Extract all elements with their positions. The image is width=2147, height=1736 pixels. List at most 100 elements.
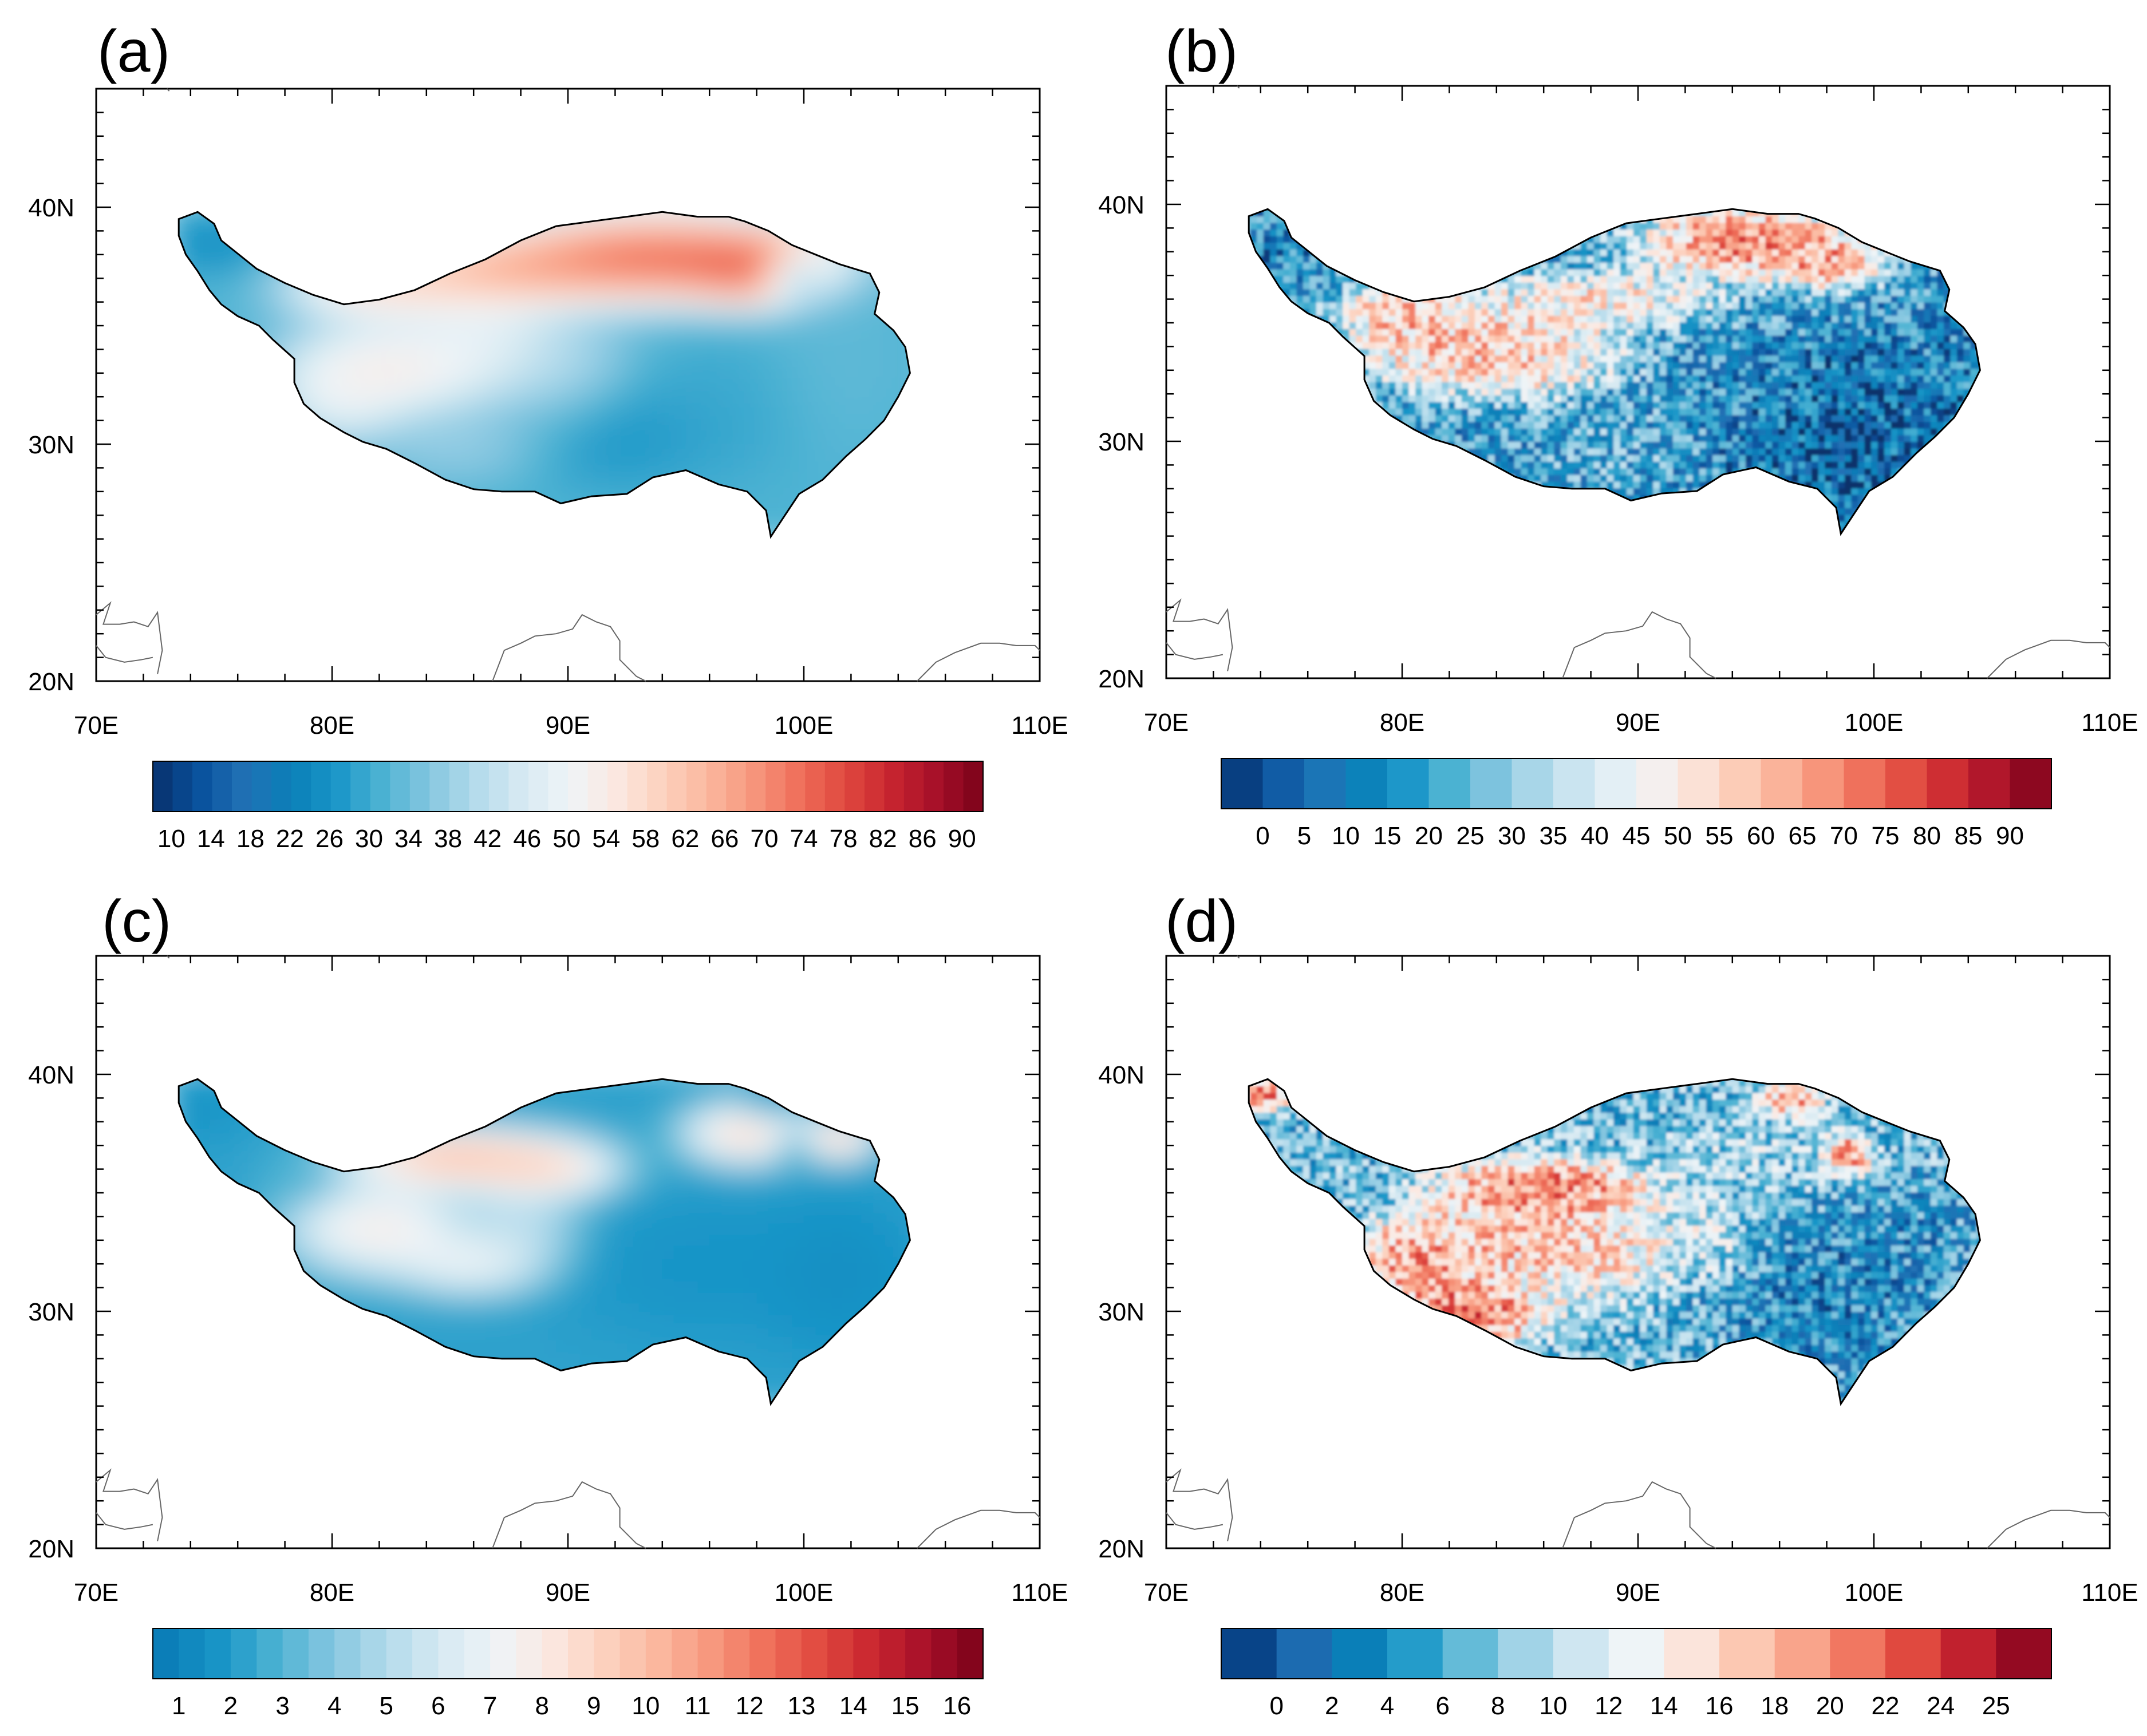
field-cell xyxy=(874,354,887,367)
field-cell xyxy=(1534,295,1542,303)
field-cell xyxy=(1276,222,1284,230)
field-cell xyxy=(1514,282,1522,290)
field-cell xyxy=(485,449,498,461)
field-cell xyxy=(1573,414,1581,422)
field-cell xyxy=(1415,335,1423,343)
field-cell xyxy=(1560,408,1568,416)
field-cell xyxy=(1587,242,1595,250)
field-cell xyxy=(1488,368,1495,376)
field-cell xyxy=(1468,408,1475,416)
field-cell xyxy=(497,283,510,296)
field-cell xyxy=(379,330,392,343)
field-cell xyxy=(1534,428,1542,436)
field-cell xyxy=(1587,248,1595,256)
field-cell xyxy=(1481,315,1489,323)
field-cell xyxy=(367,401,380,414)
field-cell xyxy=(1507,342,1515,349)
field-cell xyxy=(1349,288,1357,296)
field-cell xyxy=(1547,361,1555,369)
field-cell xyxy=(709,449,722,461)
field-cell xyxy=(579,401,593,414)
field-cell xyxy=(1448,355,1456,362)
field-cell xyxy=(202,224,215,236)
field-cell xyxy=(1415,342,1423,349)
field-cell xyxy=(1600,302,1608,310)
field-cell xyxy=(1257,215,1264,223)
field-cell xyxy=(1283,235,1290,243)
field-cell xyxy=(1554,328,1561,336)
field-cell xyxy=(1560,288,1568,296)
field-cell xyxy=(402,389,416,402)
field-cell xyxy=(332,330,345,343)
field-cell xyxy=(745,389,757,402)
field-cell xyxy=(238,306,250,319)
field-cell xyxy=(1289,262,1297,270)
field-cell xyxy=(1600,315,1608,323)
field-cell xyxy=(1382,388,1390,396)
field-cell xyxy=(544,366,557,379)
field-cell xyxy=(792,449,804,461)
field-cell xyxy=(1514,361,1522,369)
field-cell xyxy=(1501,315,1509,323)
field-cell xyxy=(1593,474,1601,482)
field-cell xyxy=(768,259,781,272)
field-cell xyxy=(1263,248,1271,256)
field-cell xyxy=(520,247,534,260)
field-cell xyxy=(792,472,804,485)
field-cell xyxy=(1567,288,1574,296)
colorbar-label: 34 xyxy=(394,825,423,853)
field-cell xyxy=(815,413,828,426)
field-cell xyxy=(402,318,416,331)
field-cell xyxy=(591,401,604,414)
field-cell xyxy=(1435,322,1443,329)
field-cell xyxy=(1600,461,1608,469)
field-cell xyxy=(1289,242,1297,250)
field-cell xyxy=(1587,295,1595,303)
colorbar-box xyxy=(568,761,589,812)
field-cell xyxy=(1303,268,1311,276)
field-cell xyxy=(1547,288,1555,296)
field-cell xyxy=(1593,428,1601,436)
field-cell xyxy=(391,389,404,402)
field-cell xyxy=(638,342,652,355)
field-cell xyxy=(1587,441,1595,449)
field-cell xyxy=(709,259,722,272)
colorbar-box xyxy=(370,761,390,812)
field-cell xyxy=(1587,315,1595,323)
field-cell xyxy=(1356,288,1363,296)
field-cell xyxy=(1593,448,1601,456)
field-cell xyxy=(497,378,510,390)
field-cell xyxy=(1303,288,1311,296)
field-cell xyxy=(1402,302,1410,310)
field-cell xyxy=(402,354,416,367)
field-cell xyxy=(285,342,298,355)
field-cell xyxy=(603,342,616,355)
field-cell xyxy=(1547,355,1555,362)
field-cell xyxy=(402,378,416,390)
field-cell xyxy=(1573,454,1581,462)
field-cell xyxy=(1528,322,1535,329)
field-cell xyxy=(650,212,663,224)
field-cell xyxy=(1521,381,1529,389)
field-cell xyxy=(391,306,404,319)
field-cell xyxy=(1461,348,1469,356)
field-cell xyxy=(721,401,734,414)
field-cell xyxy=(815,283,828,296)
field-cell xyxy=(1593,315,1601,323)
field-cell xyxy=(1442,428,1449,436)
field-cell xyxy=(674,425,686,438)
field-cell xyxy=(1422,322,1430,329)
field-cell xyxy=(1534,448,1542,456)
field-cell xyxy=(733,283,745,296)
field-cell xyxy=(721,271,734,284)
field-cell xyxy=(603,413,616,426)
field-cell xyxy=(1580,468,1588,475)
field-cell xyxy=(804,378,816,390)
colorbar-box xyxy=(390,761,411,812)
field-cell xyxy=(1250,229,1258,236)
field-cell xyxy=(1600,421,1608,429)
field-cell xyxy=(556,449,569,461)
field-cell xyxy=(1442,388,1449,396)
field-cell xyxy=(804,271,816,284)
field-cell xyxy=(402,342,416,355)
